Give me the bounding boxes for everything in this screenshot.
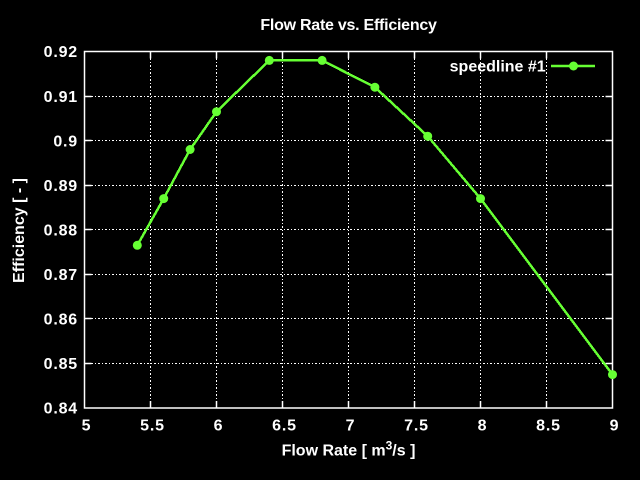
svg-text:Efficiency [ - ]: Efficiency [ - ] [11, 178, 28, 283]
svg-text:0.89: 0.89 [44, 178, 78, 195]
svg-text:7.5: 7.5 [404, 418, 429, 435]
svg-text:0.9: 0.9 [53, 133, 78, 150]
svg-text:0.84: 0.84 [44, 401, 78, 418]
svg-text:5: 5 [82, 418, 92, 435]
svg-text:6.5: 6.5 [272, 418, 297, 435]
svg-text:7: 7 [346, 418, 356, 435]
svg-text:8.5: 8.5 [536, 418, 561, 435]
svg-text:speedline #1: speedline #1 [450, 59, 546, 76]
svg-text:0.88: 0.88 [44, 223, 78, 240]
svg-text:Flow Rate vs. Efficiency: Flow Rate vs. Efficiency [260, 17, 437, 34]
svg-text:5.5: 5.5 [140, 418, 165, 435]
svg-text:6: 6 [214, 418, 224, 435]
svg-text:9: 9 [610, 418, 620, 435]
svg-text:0.85: 0.85 [44, 356, 78, 373]
svg-text:Flow Rate [ m3/s ]: Flow Rate [ m3/s ] [282, 439, 416, 460]
svg-text:0.91: 0.91 [44, 89, 78, 106]
svg-text:0.87: 0.87 [44, 267, 78, 284]
svg-text:0.92: 0.92 [44, 44, 78, 61]
svg-text:0.86: 0.86 [44, 312, 78, 329]
svg-text:8: 8 [478, 418, 488, 435]
